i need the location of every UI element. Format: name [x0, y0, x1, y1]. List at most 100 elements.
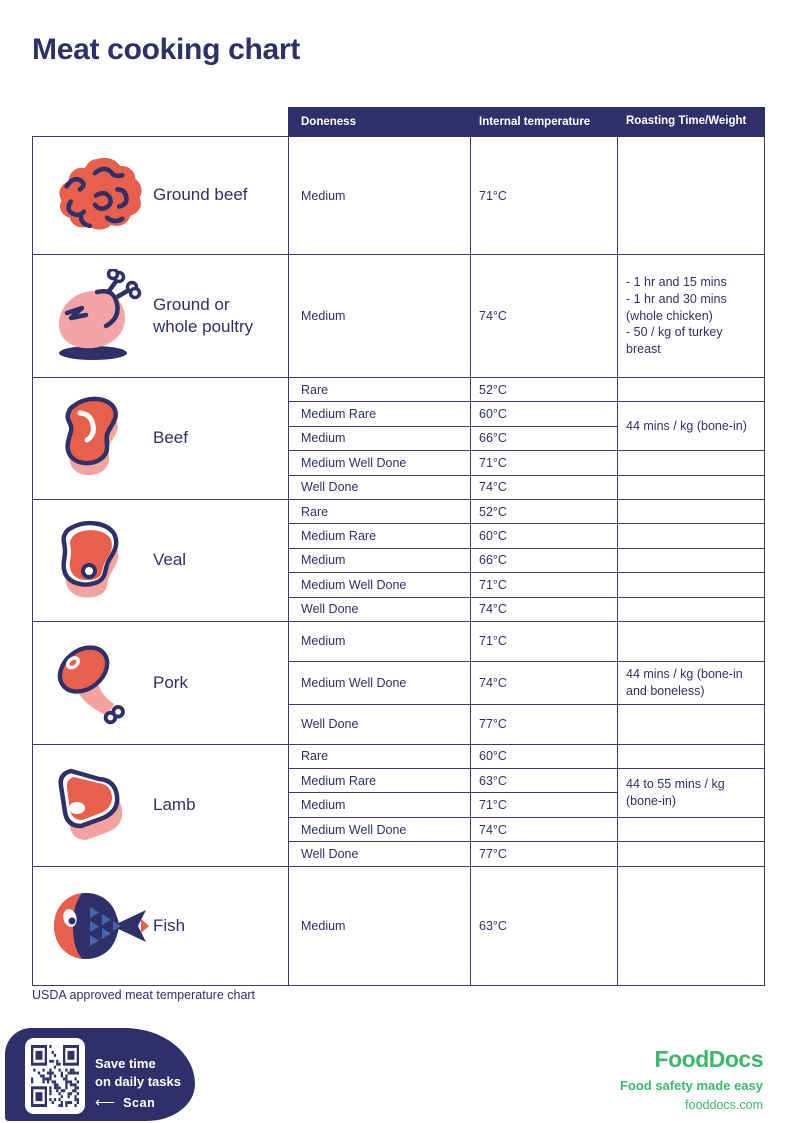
table-row: Veal Rare 52°C — [32, 498, 765, 622]
temperature-cell: 66°C — [470, 547, 618, 574]
meat-cell: Fish — [32, 865, 289, 986]
scan-label: Scan — [123, 1095, 156, 1110]
page-title: Meat cooking chart — [32, 33, 300, 66]
temperature-cell: 60°C — [470, 401, 618, 427]
header-temperature: Internal temperature — [470, 107, 618, 137]
table-row: Well Done 74°C — [33, 474, 765, 500]
table-row: Medium 71°C — [33, 792, 765, 818]
meat-name: Ground or whole poultry — [153, 294, 254, 336]
doneness-cell: Rare — [288, 376, 471, 403]
brand-website[interactable]: fooddocs.com — [685, 1098, 763, 1112]
temperature-cell: 71°C — [470, 572, 618, 598]
roast-cell — [617, 865, 765, 986]
meat-name: Fish — [153, 915, 186, 935]
doneness-cell: Medium — [288, 620, 471, 662]
table-row: Lamb Rare 60°C — [32, 743, 765, 867]
temperature-cell: 52°C — [470, 498, 618, 525]
temperature-cell: 77°C — [470, 703, 618, 745]
roast-cell — [617, 547, 765, 574]
fish-icon — [41, 884, 153, 968]
table-row: Well Done 77°C — [33, 703, 765, 745]
meat-name: Beef — [153, 428, 188, 448]
table-header-row: Doneness Internal temperature Roasting T… — [33, 107, 765, 137]
table-row: Beef Rare 52°C — [32, 376, 765, 500]
doneness-cell: Medium Well Done — [288, 450, 471, 476]
table-row: Medium Rare 60°C — [33, 523, 765, 549]
doneness-cell: Well Done — [288, 841, 471, 867]
temperature-cell: 71°C — [470, 450, 618, 476]
table-row: Medium Well Done 71°C — [33, 572, 765, 598]
roast-cell — [617, 523, 765, 549]
meat-cell: Lamb — [32, 743, 289, 867]
doneness-cell: Medium Rare — [288, 401, 471, 427]
doneness-cell: Medium — [288, 547, 471, 574]
temperature-cell: 60°C — [470, 743, 618, 770]
header-doneness: Doneness — [288, 107, 471, 137]
doneness-cell: Medium Well Done — [288, 660, 471, 705]
roast-cell — [617, 498, 765, 525]
veal-steak-icon — [41, 513, 153, 608]
doneness-cell: Medium — [288, 136, 471, 255]
meat-name: Ground beef — [153, 185, 248, 205]
meat-name: Veal — [153, 550, 187, 570]
roast-cell — [617, 376, 765, 403]
meat-cell: Beef — [32, 377, 289, 500]
left-arrow-icon: ⟵ — [95, 1094, 116, 1110]
roast-cell: 44 mins / kg (bone-in and boneless) — [617, 660, 765, 705]
doneness-cell: Well Done — [288, 703, 471, 745]
roast-cell — [617, 136, 765, 255]
table-row: Medium Well Done 74°C 44 mins / kg (bone… — [33, 660, 765, 705]
table-row: Well Done 74°C — [33, 596, 765, 622]
table-row: Well Done 77°C — [33, 841, 765, 867]
lamb-chop-icon — [41, 758, 153, 853]
scan-hint: ⟵ Scan — [95, 1094, 155, 1111]
table-row: Medium Well Done 71°C — [33, 450, 765, 476]
roast-cell — [617, 743, 765, 770]
pork-leg-icon — [41, 635, 153, 730]
doneness-cell: Rare — [288, 498, 471, 525]
roast-cell — [617, 841, 765, 867]
table-row: Fish Medium 63°C — [32, 865, 765, 986]
doneness-cell: Medium — [288, 254, 471, 378]
brand-tagline: Food safety made easy — [619, 1078, 763, 1093]
roast-cell — [617, 450, 765, 476]
temperature-cell: 52°C — [470, 376, 618, 403]
roast-cell: 44 to 55 mins / kg (bone-in) — [617, 768, 765, 818]
temperature-cell: 74°C — [470, 474, 618, 500]
roast-cell — [617, 596, 765, 622]
doneness-cell: Medium Well Done — [288, 572, 471, 598]
poultry-icon — [41, 268, 153, 364]
meat-name: Pork — [153, 672, 188, 692]
doneness-cell: Medium Well Done — [288, 816, 471, 843]
table-row: Pork Medium 71°C — [32, 620, 765, 745]
fooddocs-logo: FoodDocs — [654, 1046, 764, 1072]
meat-cell: Veal — [32, 498, 289, 622]
table-row: Medium Rare 60°C 44 mins / kg (bone-in) — [33, 401, 765, 452]
doneness-cell: Medium — [288, 865, 471, 986]
brand-block: FoodDocs Food safety made easy fooddocs.… — [619, 1046, 764, 1113]
table-row: Ground beef Medium 71°C — [32, 136, 765, 255]
meat-cell: Ground or whole poultry — [32, 254, 289, 378]
doneness-cell: Medium Rare — [288, 523, 471, 549]
temperature-cell: 74°C — [470, 254, 618, 378]
temperature-cell: 71°C — [470, 620, 618, 662]
roast-cell — [617, 620, 765, 662]
promo-banner: Save time on daily tasks ⟵ Scan — [5, 1028, 195, 1121]
doneness-cell: Well Done — [288, 596, 471, 622]
roast-cell — [617, 474, 765, 500]
table-row: Medium 66°C — [33, 425, 765, 452]
roast-cell — [617, 703, 765, 745]
header-corner-cell — [33, 108, 289, 137]
header-roasting: Roasting Time/Weight — [617, 107, 765, 137]
footnote: USDA approved meat temperature chart — [32, 988, 256, 1002]
meat-cell: Pork — [32, 620, 289, 745]
temperature-cell: 63°C — [470, 768, 618, 794]
temperature-cell: 74°C — [470, 816, 618, 843]
table-row: Ground or whole poultry Medium 74°C - 1 … — [32, 254, 765, 378]
temperature-cell: 66°C — [470, 425, 618, 452]
beef-steak-icon — [41, 391, 153, 486]
doneness-cell: Well Done — [288, 474, 471, 500]
meat-name: Lamb — [153, 795, 196, 815]
meat-cooking-table: Doneness Internal temperature Roasting T… — [32, 107, 765, 986]
promo-message: Save time on daily tasks — [95, 1056, 181, 1089]
